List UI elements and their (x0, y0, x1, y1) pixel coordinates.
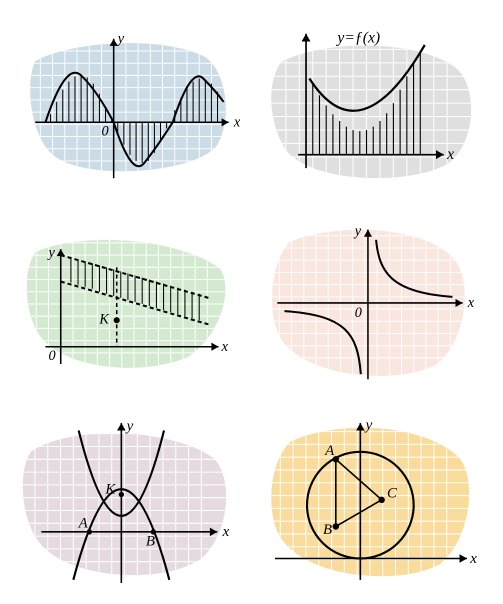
blob-bg (30, 43, 226, 171)
panel-parabolas: A B K x y (20, 412, 244, 598)
y-label: y (116, 31, 125, 47)
x-label: x (222, 524, 230, 540)
a-label: A (78, 516, 89, 532)
x-label: x (446, 146, 454, 163)
panel-fx: x y=ƒ(x) (259, 20, 483, 204)
x-label: x (467, 295, 475, 311)
origin-label: 0 (49, 348, 56, 364)
origin-label: 0 (355, 305, 362, 321)
point-c (378, 497, 384, 503)
x-label: x (221, 339, 229, 355)
point-k (119, 492, 124, 497)
y-arrow-icon (117, 423, 126, 430)
k-label: K (98, 311, 110, 327)
y-label: y (364, 418, 373, 434)
graph-grid: x y 0 x y=ƒ(x) (20, 20, 483, 580)
panel-circle: A B C x y (259, 412, 483, 598)
y-arrow-icon (110, 39, 118, 46)
y-label: y (353, 224, 362, 240)
k-label: K (104, 482, 116, 498)
b-label: B (146, 534, 155, 550)
c-label: C (387, 486, 398, 502)
a-label: A (324, 443, 335, 459)
title: y=ƒ(x) (335, 30, 380, 47)
origin-label: 0 (101, 124, 108, 140)
panel-sine: x y 0 (20, 20, 244, 204)
y-arrow-icon (356, 423, 365, 430)
y-label: y (125, 419, 134, 435)
x-arrow-icon (460, 554, 467, 563)
y-label: y (47, 245, 56, 261)
x-arrow-icon (211, 343, 218, 351)
blob-bg (271, 46, 471, 179)
point-b (333, 524, 339, 530)
y-arrow-icon (302, 34, 311, 42)
panel-region: K x y 0 (20, 219, 244, 397)
x-label: x (469, 551, 477, 567)
panel-hyperbola: x y 0 (259, 219, 483, 397)
point-k (114, 317, 120, 323)
b-label: B (323, 522, 332, 538)
x-label: x (233, 114, 241, 130)
